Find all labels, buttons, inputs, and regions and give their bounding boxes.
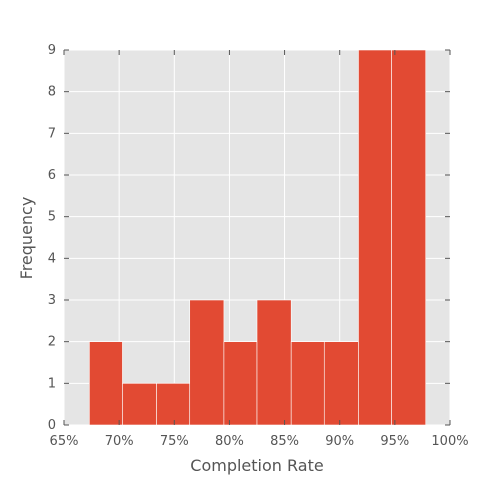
histogram-bar-5 xyxy=(223,341,258,426)
histogram-bars xyxy=(89,49,427,426)
y-tick-label: 0 xyxy=(48,418,56,433)
x-tick-label: 80% xyxy=(215,434,244,449)
y-tick-label: 4 xyxy=(48,251,56,266)
histogram-bar-9 xyxy=(358,49,392,426)
y-tick-label: 3 xyxy=(48,293,56,308)
histogram-bar-6 xyxy=(256,299,292,426)
histogram-bar-3 xyxy=(156,383,191,426)
x-tick-label: 90% xyxy=(325,434,354,449)
x-tick-labels: 65% 70% 75% 80% 85% 90% 95% 100% xyxy=(50,434,469,449)
histogram-bar-8 xyxy=(323,341,359,426)
x-tick-label: 65% xyxy=(50,434,79,449)
x-tick-label: 85% xyxy=(270,434,299,449)
y-tick-label: 2 xyxy=(48,335,56,350)
y-tick-label: 8 xyxy=(48,85,56,100)
y-tick-label: 7 xyxy=(48,126,56,141)
y-tick-label: 5 xyxy=(48,210,56,225)
axis-ticks xyxy=(63,49,451,426)
y-tick-label: 6 xyxy=(48,168,56,183)
x-tick-label: 95% xyxy=(380,434,409,449)
y-tick-label: 9 xyxy=(48,43,56,58)
histogram-bar-1 xyxy=(89,341,123,426)
y-axis-label: Frequency xyxy=(17,197,36,280)
histogram-bar-10 xyxy=(391,49,427,426)
histogram-bar-2 xyxy=(122,383,157,426)
histogram-bar-4 xyxy=(189,299,225,426)
x-axis-label: Completion Rate xyxy=(190,456,323,475)
y-tick-labels: 0 1 2 3 4 5 6 7 8 9 xyxy=(48,43,56,433)
y-tick-label: 1 xyxy=(48,376,56,391)
x-tick-label: 70% xyxy=(105,434,134,449)
x-tick-label: 100% xyxy=(431,434,468,449)
histogram-bar-7 xyxy=(290,341,325,426)
x-tick-label: 75% xyxy=(160,434,189,449)
